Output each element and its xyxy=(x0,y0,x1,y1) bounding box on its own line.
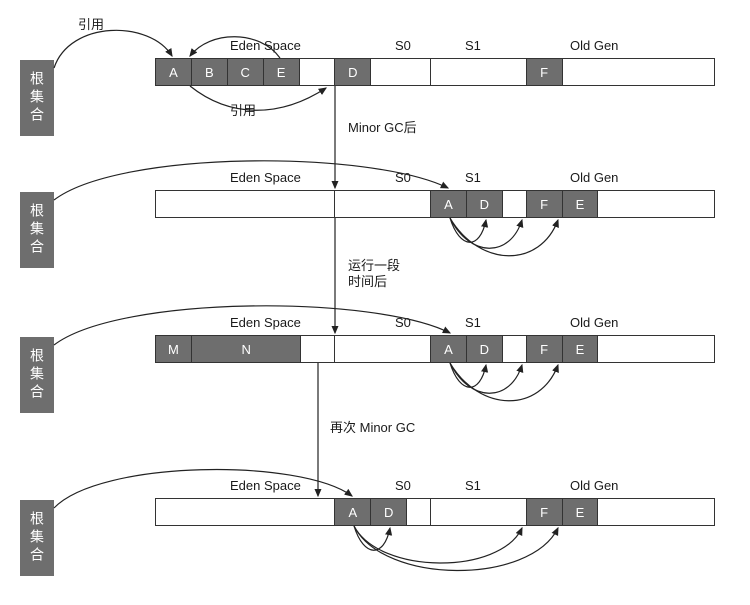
label-old-1: Old Gen xyxy=(570,170,618,185)
heap-cell-3-6: E xyxy=(563,499,599,525)
heap-cell-1-4 xyxy=(503,191,527,217)
root-set-box-2: 根集合 xyxy=(20,337,54,413)
root-set-box-3: 根集合 xyxy=(20,500,54,576)
label-eden-0: Eden Space xyxy=(230,38,301,53)
label-s0-3: S0 xyxy=(395,478,411,493)
heap-cell-3-7 xyxy=(598,499,714,525)
label-eden-3: Eden Space xyxy=(230,478,301,493)
label-s0-0: S0 xyxy=(395,38,411,53)
flow-label-2-line2: 时间后 xyxy=(348,274,387,289)
flow-label-1: Minor GC后 xyxy=(348,120,417,136)
heap-cell-2-3 xyxy=(335,336,431,362)
label-s1-0: S1 xyxy=(465,38,481,53)
heap-cell-1-0 xyxy=(156,191,335,217)
root-set-box-0: 根集合 xyxy=(20,60,54,136)
ref-label-top: 引用 xyxy=(78,14,104,33)
label-old-2: Old Gen xyxy=(570,315,618,330)
heap-cell-0-0: A xyxy=(156,59,192,85)
heap-cell-0-1: B xyxy=(192,59,228,85)
label-old-0: Old Gen xyxy=(570,38,618,53)
label-s0-2: S0 xyxy=(395,315,411,330)
heap-cell-2-6 xyxy=(503,336,527,362)
heap-cell-2-2 xyxy=(301,336,335,362)
heap-cell-2-9 xyxy=(598,336,714,362)
heap-cell-1-2: A xyxy=(431,191,467,217)
heap-cell-2-7: F xyxy=(527,336,563,362)
heap-cell-1-3: D xyxy=(467,191,503,217)
heap-cell-1-1 xyxy=(335,191,431,217)
label-s1-2: S1 xyxy=(465,315,481,330)
heap-cell-2-1: N xyxy=(192,336,302,362)
heap-cell-0-3: E xyxy=(264,59,300,85)
heap-cell-1-6: E xyxy=(563,191,599,217)
heap-cell-3-5: F xyxy=(527,499,563,525)
heap-cell-3-3 xyxy=(407,499,431,525)
heap-row-1: ADFE xyxy=(155,190,715,218)
flow-label-3: 再次 Minor GC xyxy=(330,420,415,436)
heap-cell-2-0: M xyxy=(156,336,192,362)
label-eden-1: Eden Space xyxy=(230,170,301,185)
heap-cell-0-2: C xyxy=(228,59,264,85)
heap-cell-0-6 xyxy=(371,59,431,85)
heap-row-3: AD FE xyxy=(155,498,715,526)
heap-cell-3-4 xyxy=(431,499,527,525)
heap-cell-3-1: A xyxy=(335,499,371,525)
label-s1-3: S1 xyxy=(465,478,481,493)
heap-cell-0-4 xyxy=(300,59,336,85)
root-set-box-1: 根集合 xyxy=(20,192,54,268)
heap-cell-1-5: F xyxy=(527,191,563,217)
flow-label-2-line1: 运行一段 xyxy=(348,258,400,273)
heap-cell-3-2: D xyxy=(371,499,407,525)
label-eden-2: Eden Space xyxy=(230,315,301,330)
heap-cell-0-5: D xyxy=(335,59,371,85)
heap-cell-0-7 xyxy=(431,59,527,85)
heap-cell-0-9 xyxy=(563,59,714,85)
ref-label-bottom: 引用 xyxy=(230,100,256,119)
heap-row-0: ABCE D F xyxy=(155,58,715,86)
heap-cell-2-4: A xyxy=(431,336,467,362)
heap-cell-0-8: F xyxy=(527,59,563,85)
flow-label-2: 运行一段时间后 xyxy=(348,258,400,291)
label-s0-1: S0 xyxy=(395,170,411,185)
heap-cell-2-5: D xyxy=(467,336,503,362)
label-old-3: Old Gen xyxy=(570,478,618,493)
heap-cell-1-7 xyxy=(598,191,714,217)
heap-row-2: MN ADFE xyxy=(155,335,715,363)
heap-cell-3-0 xyxy=(156,499,335,525)
heap-cell-2-8: E xyxy=(563,336,599,362)
label-s1-1: S1 xyxy=(465,170,481,185)
